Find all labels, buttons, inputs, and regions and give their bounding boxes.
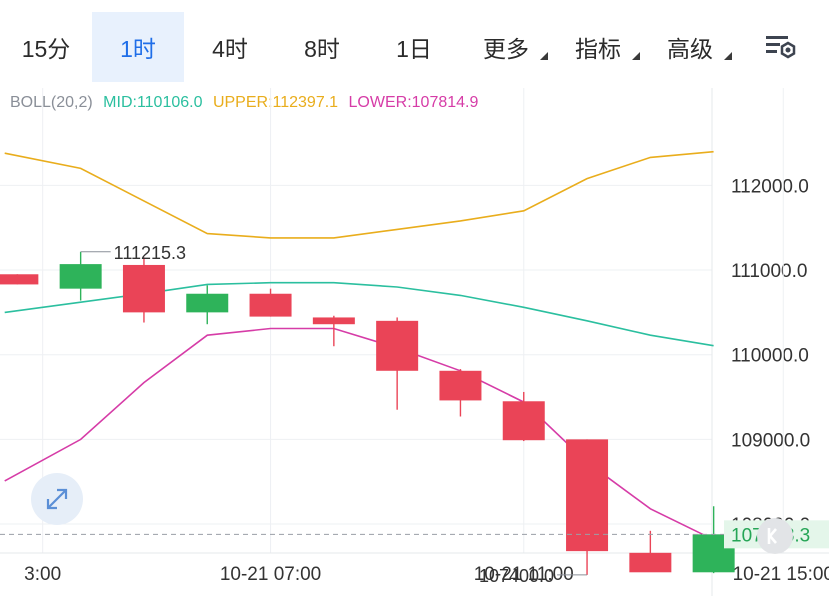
boll-upper-value: UPPER:112397.1	[212, 94, 339, 111]
x-tick-label: 10-21 15:00	[733, 564, 829, 585]
y-tick-label: 109000.0	[731, 430, 810, 451]
candle-body-down	[376, 320, 419, 371]
tab-7[interactable]: 高级	[644, 12, 736, 82]
low-price-label: 107400.0	[479, 566, 554, 586]
chart-settings-button[interactable]	[758, 30, 802, 66]
dropdown-caret-icon	[632, 52, 640, 60]
x-tick-label: 3:00	[24, 564, 61, 585]
tab-label: 指标	[575, 36, 621, 62]
candlestick-chart[interactable]: 112000.0111000.0110000.0109000.0108000.0…	[0, 88, 829, 596]
candle-body-down	[439, 370, 482, 401]
collapse-k-icon	[767, 528, 777, 544]
tab-label: 8时	[304, 36, 340, 62]
boll-upper-line	[4, 150, 714, 239]
x-tick-label: 10-21 11:00	[474, 564, 574, 585]
tab-3[interactable]: 8时	[276, 12, 368, 82]
y-tick-label: 111000.0	[731, 261, 807, 282]
tab-4[interactable]: 1日	[368, 12, 460, 82]
dropdown-caret-icon	[540, 52, 548, 60]
candle-body-down	[629, 552, 672, 573]
tab-label: 高级	[667, 36, 713, 62]
chart-settings-icon	[766, 36, 796, 59]
tab-0[interactable]: 15分	[0, 12, 92, 82]
candle-body-down	[0, 274, 39, 285]
x-tick-label: 10-21 07:00	[220, 564, 321, 585]
dropdown-caret-icon	[724, 52, 732, 60]
boll-indicator-name: BOLL(20,2)	[10, 94, 93, 111]
tab-label: 更多	[483, 36, 529, 62]
tab-6[interactable]: 指标	[552, 12, 644, 82]
tab-1[interactable]: 1时	[92, 12, 184, 82]
tab-label: 4时	[212, 36, 248, 62]
candle-body-down	[122, 264, 165, 313]
timeframe-toolbar: 15分 1时 4时 8时 1日 更多 指标 高级	[0, 0, 829, 88]
boll-lower-value: LOWER:107814.9	[348, 94, 479, 111]
high-price-label: 111215.3	[114, 243, 186, 263]
expand-chart-button[interactable]	[31, 473, 83, 525]
candle-body-up	[59, 264, 102, 289]
candle-body-down	[566, 439, 609, 552]
expand-arrows-icon	[46, 488, 68, 510]
tab-label: 15分	[21, 36, 71, 62]
tab-2[interactable]: 4时	[184, 12, 276, 82]
candle-body-up	[186, 293, 229, 313]
y-tick-label: 110000.0	[731, 346, 809, 367]
y-tick-label: 112000.0	[731, 176, 809, 197]
candle-body-down	[502, 401, 545, 441]
tab-label: 1时	[120, 36, 156, 62]
boll-mid-value: MID:110106.0	[103, 94, 203, 111]
collapse-chart-button[interactable]	[757, 518, 793, 554]
candle-body-down	[312, 317, 355, 325]
candle-body-down	[249, 293, 292, 317]
tab-label: 1日	[396, 36, 432, 62]
boll-legend: BOLL(20,2) MID:110106.0 UPPER:112397.1 L…	[10, 94, 484, 112]
tab-5[interactable]: 更多	[460, 12, 552, 82]
